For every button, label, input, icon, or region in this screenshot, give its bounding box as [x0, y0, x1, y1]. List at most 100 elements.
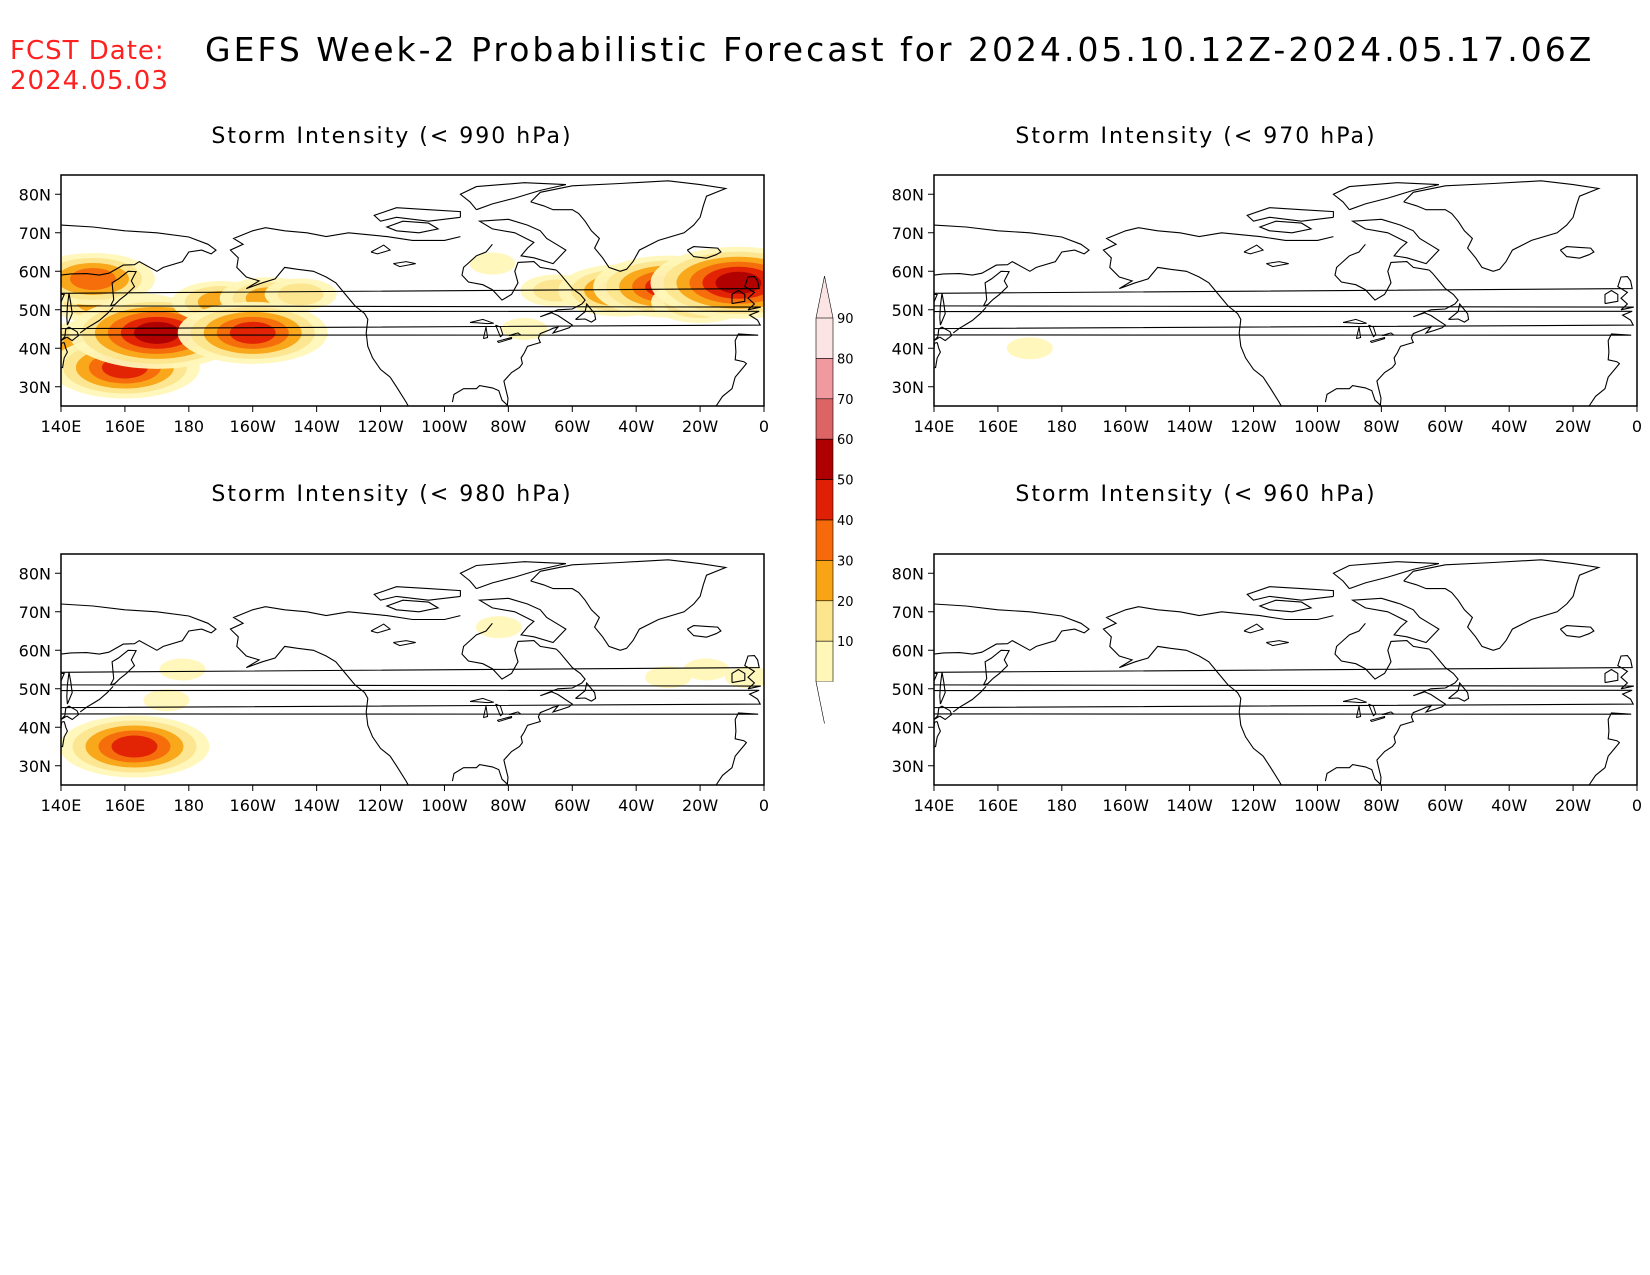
- lake-outline: [496, 336, 513, 344]
- coastline: [61, 333, 759, 406]
- lon-label: 100W: [1294, 796, 1341, 815]
- panel-title-980: Storm Intensity (< 980 hPa): [211, 482, 573, 507]
- coastline: [1334, 622, 1430, 680]
- lake-outline: [1355, 326, 1362, 340]
- colorbar-label: 60: [837, 433, 854, 448]
- lat-label: 80N: [19, 185, 51, 204]
- colorbar-label: 90: [837, 312, 854, 327]
- map-content: [934, 180, 1635, 406]
- lat-label: 70N: [892, 224, 924, 243]
- probability-cell: [1006, 337, 1053, 360]
- colorbar-label: 50: [837, 474, 854, 489]
- map-content: [61, 559, 764, 785]
- map-frame: [933, 553, 1638, 786]
- coastline: [459, 182, 567, 211]
- lat-label: 40N: [19, 339, 51, 358]
- coastline: [1403, 180, 1601, 272]
- coastline: [385, 220, 440, 234]
- colorbar-segment: [815, 560, 834, 602]
- lat-label: 30N: [19, 757, 51, 776]
- coastline: [731, 289, 746, 305]
- colorbar-arrow-outline: [815, 275, 834, 319]
- lon-label: 20W: [682, 796, 718, 815]
- lat-label: 70N: [19, 603, 51, 622]
- colorbar-arrow-outline: [815, 681, 825, 724]
- map-content: [61, 180, 764, 406]
- coastline: [1258, 599, 1313, 613]
- fcst-date-caption: FCST Date:: [10, 36, 165, 66]
- lake-outline: [370, 244, 392, 255]
- coastline: [61, 712, 759, 785]
- lon-label: 180: [174, 417, 205, 436]
- lon-label: 160W: [230, 417, 277, 436]
- coastline: [451, 648, 586, 785]
- coastline: [66, 672, 73, 705]
- lon-label: 100W: [421, 417, 468, 436]
- lon-label: 40W: [618, 796, 654, 815]
- lon-label: 160W: [230, 796, 277, 815]
- coastline: [1102, 227, 1334, 378]
- coastline: [934, 689, 1635, 709]
- lake-outline: [370, 623, 392, 634]
- lon-label: 120W: [1230, 796, 1277, 815]
- lake-outline: [469, 318, 494, 325]
- probability-cell: [69, 267, 116, 290]
- lon-label: 100W: [421, 796, 468, 815]
- lon-label: 40W: [1491, 417, 1527, 436]
- lat-label: 50N: [19, 680, 51, 699]
- lon-label: 140W: [1166, 417, 1213, 436]
- coastline: [1258, 220, 1313, 234]
- lake-outline: [1381, 332, 1395, 336]
- coastline: [1448, 681, 1470, 702]
- coastline: [983, 649, 1010, 686]
- lat-label: 70N: [892, 603, 924, 622]
- coastline: [110, 270, 137, 307]
- map-frame: [933, 174, 1638, 407]
- lake-outline: [1355, 705, 1362, 719]
- lake-outline: [393, 261, 416, 268]
- coastline: [61, 276, 761, 311]
- lon-label: 0: [759, 796, 769, 815]
- lake-outline: [482, 326, 489, 340]
- lake-outline: [1368, 324, 1377, 338]
- coastline: [373, 207, 461, 222]
- lon-label: 0: [759, 417, 769, 436]
- lat-label: 60N: [892, 262, 924, 281]
- fcst-date-value: 2024.05.03: [10, 66, 169, 96]
- coastline: [1604, 668, 1619, 684]
- coastline: [61, 655, 761, 690]
- lon-label: 120W: [357, 417, 404, 436]
- coastline: [477, 597, 567, 644]
- coastline: [1350, 218, 1440, 265]
- coastline: [575, 302, 597, 323]
- coastline: [939, 672, 946, 705]
- lon-label: 140E: [41, 417, 82, 436]
- lon-label: 60W: [1427, 796, 1463, 815]
- lat-label: 40N: [892, 718, 924, 737]
- colorbar-segment: [815, 438, 834, 480]
- lake-outline: [1243, 244, 1265, 255]
- colorbar-label: 10: [837, 635, 854, 650]
- lake-outline: [1369, 715, 1386, 723]
- lat-label: 30N: [892, 378, 924, 397]
- coastline: [61, 341, 69, 369]
- coastline: [934, 720, 942, 748]
- coastline: [1246, 207, 1334, 222]
- colorbar-segment: [815, 640, 834, 682]
- coastline: [952, 686, 987, 713]
- lon-label: 100W: [1294, 417, 1341, 436]
- probability-cell: [111, 735, 158, 758]
- map-frame: [60, 174, 765, 407]
- lon-label: 160W: [1103, 417, 1150, 436]
- coastline: [686, 625, 722, 638]
- coastline: [1559, 625, 1595, 638]
- lon-label: 0: [1632, 796, 1642, 815]
- lake-outline: [482, 705, 489, 719]
- coastline: [66, 293, 73, 326]
- colorbar-top-arrow: [816, 276, 833, 318]
- coastline: [1559, 246, 1595, 259]
- coastline: [934, 603, 1090, 682]
- lake-outline: [1368, 703, 1377, 717]
- probability-cell: [475, 616, 522, 639]
- lake-outline: [1369, 336, 1386, 344]
